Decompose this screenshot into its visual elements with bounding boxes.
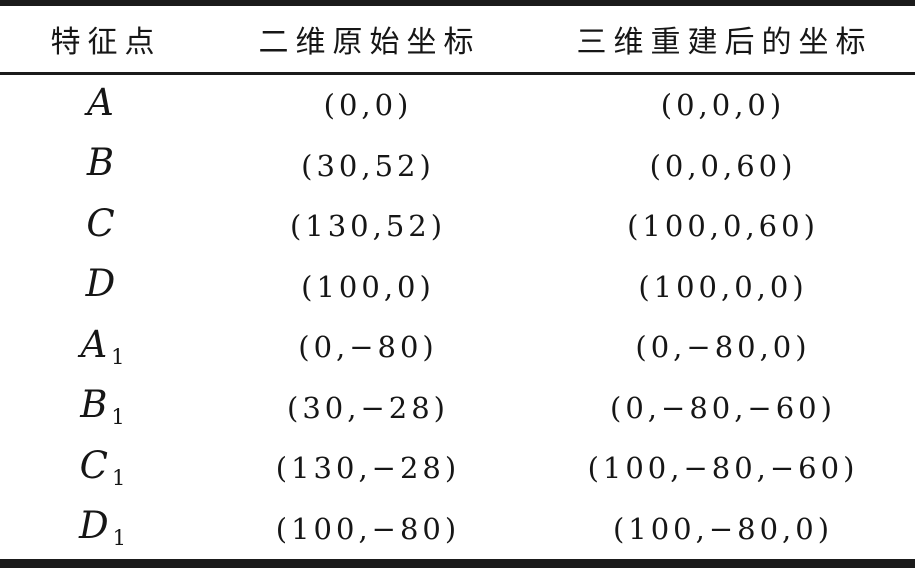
point-label: D — [78, 504, 109, 548]
table-header-row: 特征点 二维原始坐标 三维重建后的坐标 — [0, 6, 915, 75]
coord-2d-cell: (30,−28) — [287, 390, 449, 425]
point-label: C — [79, 443, 108, 487]
feature-point-cell: C — [0, 205, 205, 248]
coord-3d-cell: (100,0,0) — [638, 269, 808, 304]
table-row: D (100,0) (100,0,0) — [0, 257, 915, 318]
header-feature-point: 特征点 — [50, 25, 162, 60]
coord-3d-cell: (100,−80,−60) — [587, 451, 859, 486]
point-label: C — [86, 201, 115, 245]
feature-point-cell: A — [0, 84, 205, 127]
point-label: B — [80, 383, 108, 427]
coord-2d-cell: (100,−80) — [275, 511, 461, 546]
table-row: B (30,52) (0,0,60) — [0, 136, 915, 197]
table-row: C (130,52) (100,0,60) — [0, 196, 915, 257]
coord-3d-cell: (100,0,60) — [627, 209, 819, 244]
feature-point-cell: B — [0, 144, 205, 187]
point-subscript: 1 — [112, 526, 127, 551]
coord-3d-cell: (100,−80,0) — [612, 511, 834, 546]
point-label: B — [86, 141, 115, 185]
coord-3d-cell: (0,−80,−60) — [610, 390, 836, 425]
coord-2d-cell: (0,−80) — [298, 330, 438, 365]
point-label: A — [80, 322, 108, 366]
feature-point-cell: D — [0, 265, 205, 308]
point-label: D — [85, 262, 116, 306]
coord-3d-cell: (0,0,0) — [660, 88, 786, 123]
coord-2d-cell: (0,0) — [323, 88, 413, 123]
header-3d-reconstructed-coords: 三维重建后的坐标 — [576, 25, 873, 60]
table-row: A (0,0) (0,0,0) — [0, 75, 915, 136]
coord-2d-cell: (30,52) — [301, 148, 435, 183]
coord-2d-cell: (130,−28) — [275, 451, 461, 486]
coord-2d-cell: (130,52) — [289, 209, 447, 244]
coord-2d-cell: (100,0) — [301, 269, 435, 304]
point-subscript: 1 — [111, 344, 125, 369]
point-subscript: 1 — [111, 405, 125, 430]
coord-3d-cell: (0,0,60) — [649, 148, 797, 183]
point-subscript: 1 — [111, 465, 126, 490]
header-2d-original-coords: 二维原始坐标 — [258, 25, 481, 60]
table-body: A (0,0) (0,0,0) B (30,52) (0,0,60) C (13… — [0, 75, 915, 559]
point-label: A — [87, 80, 114, 124]
coord-3d-cell: (0,−80,0) — [635, 330, 811, 365]
